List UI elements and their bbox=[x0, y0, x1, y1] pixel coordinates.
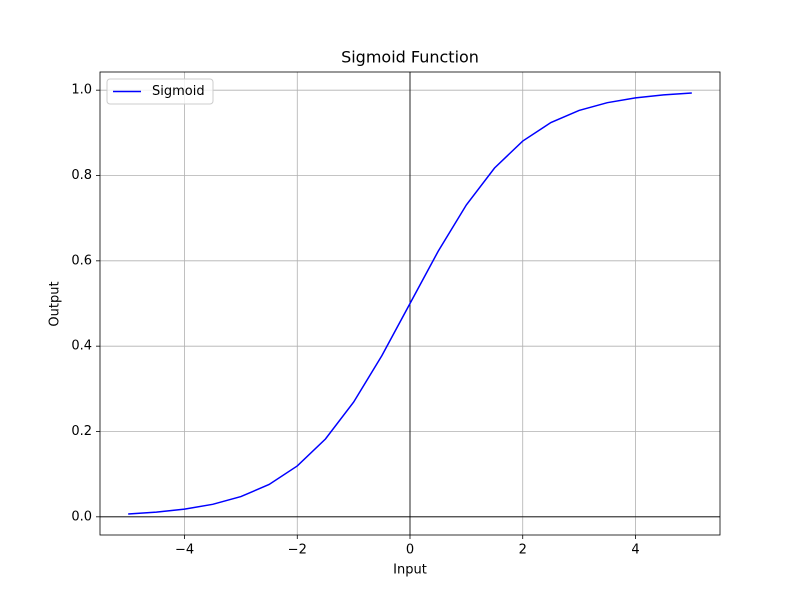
legend-box bbox=[106, 78, 214, 105]
chart-title: Sigmoid Function bbox=[341, 48, 479, 67]
x-axis-label: Input bbox=[393, 563, 427, 578]
y-tick-label: 0.8 bbox=[71, 168, 92, 183]
x-tick-label: 2 bbox=[519, 543, 527, 558]
y-tick-label: 1.0 bbox=[71, 83, 92, 98]
y-tick-label: 0.2 bbox=[71, 424, 92, 439]
y-tick-label: 0.0 bbox=[71, 509, 92, 524]
plot-frame bbox=[99, 71, 721, 536]
line bbox=[128, 92, 692, 515]
legend-label: Sigmoid bbox=[152, 84, 205, 99]
y-tick-label: 0.4 bbox=[71, 339, 92, 354]
y-tick-label: 0.6 bbox=[71, 253, 92, 268]
x-tick-label: 0 bbox=[406, 543, 414, 558]
x-tick-label: −4 bbox=[175, 543, 194, 558]
y-axis-label: Output bbox=[48, 281, 63, 326]
x-tick-label: −2 bbox=[288, 543, 307, 558]
x-tick-label: 4 bbox=[631, 543, 639, 558]
